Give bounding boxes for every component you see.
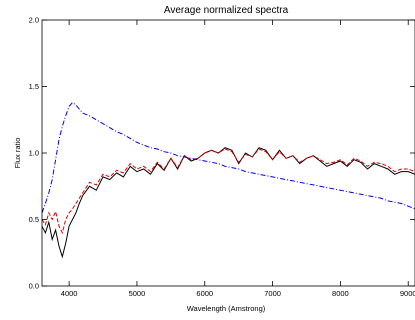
x-tick-label-5000: 5000 bbox=[129, 289, 146, 298]
x-tick-label-9000: 9000 bbox=[400, 289, 415, 298]
y-tick-label-2: 2.0 bbox=[29, 16, 39, 25]
y-axis-label: Flux ratio bbox=[13, 138, 22, 169]
chart-title: Average normalized spectra bbox=[164, 5, 289, 16]
x-tick-label-7000: 7000 bbox=[264, 289, 281, 298]
x-tick-label-4000: 4000 bbox=[61, 289, 78, 298]
series-layer bbox=[41, 101, 415, 259]
y-tick-label-0: 0.0 bbox=[29, 282, 39, 291]
y-tick-label-1.5: 1.5 bbox=[29, 82, 39, 91]
plot-frame bbox=[41, 19, 415, 287]
series-line-2 bbox=[41, 148, 415, 235]
x-tick-label-6000: 6000 bbox=[196, 289, 213, 298]
series-line-1 bbox=[41, 147, 415, 259]
series-line-3 bbox=[41, 101, 415, 213]
y-tick-label-1: 1.0 bbox=[29, 149, 39, 158]
y-tick-label-0.5: 0.5 bbox=[29, 215, 39, 224]
ticks-layer: 4000 5000 6000 7000 8000 9000 0.0 0.5 1.0 1.5 2.0 bbox=[29, 16, 415, 298]
x-axis-label: Wavelength (Amstrong) bbox=[187, 304, 266, 313]
x-tick-label-8000: 8000 bbox=[332, 289, 349, 298]
